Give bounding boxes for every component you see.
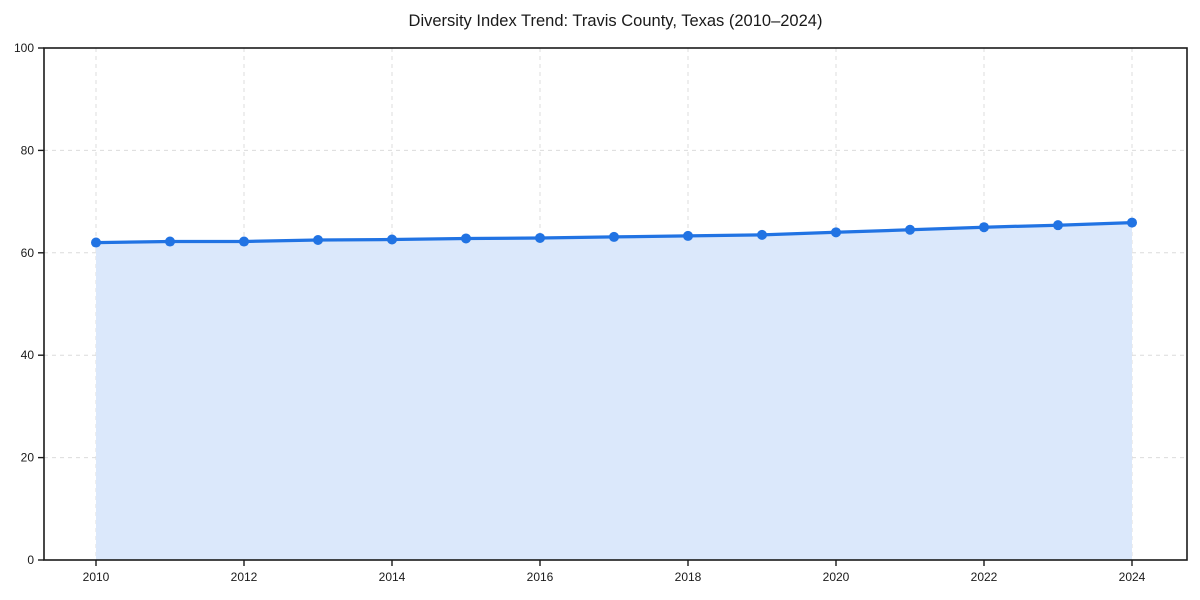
data-point [239,236,249,247]
data-point [1127,217,1137,228]
chart-title: Diversity Index Trend: Travis County, Te… [408,12,823,30]
data-point [313,235,323,245]
x-tick-label: 2016 [527,570,554,584]
data-point [905,224,915,235]
x-tick-label: 2010 [83,570,110,584]
y-tick-label: 60 [21,246,35,260]
y-tick-label: 100 [14,41,34,55]
y-tick-label: 40 [21,348,35,362]
y-tick-label: 80 [21,143,35,157]
x-tick-label: 2022 [971,570,998,584]
data-point [461,233,471,244]
data-point [979,222,989,233]
data-point [535,232,545,243]
data-point [683,230,693,241]
x-tick-label: 2020 [823,570,850,584]
y-tick-label: 0 [27,553,34,567]
data-point [609,231,619,242]
y-tick-label: 20 [21,451,35,465]
x-tick-label: 2012 [231,570,258,584]
x-tick-label: 2014 [379,570,406,584]
plot-box [43,47,1188,561]
data-point [91,237,101,248]
data-point [165,236,175,247]
data-point [757,229,767,240]
data-point [831,227,841,238]
data-point [387,234,397,245]
data-point [1053,220,1063,231]
area-fill [96,222,1132,560]
x-tick-label: 2024 [1119,570,1146,584]
x-tick-label: 2018 [675,570,702,584]
